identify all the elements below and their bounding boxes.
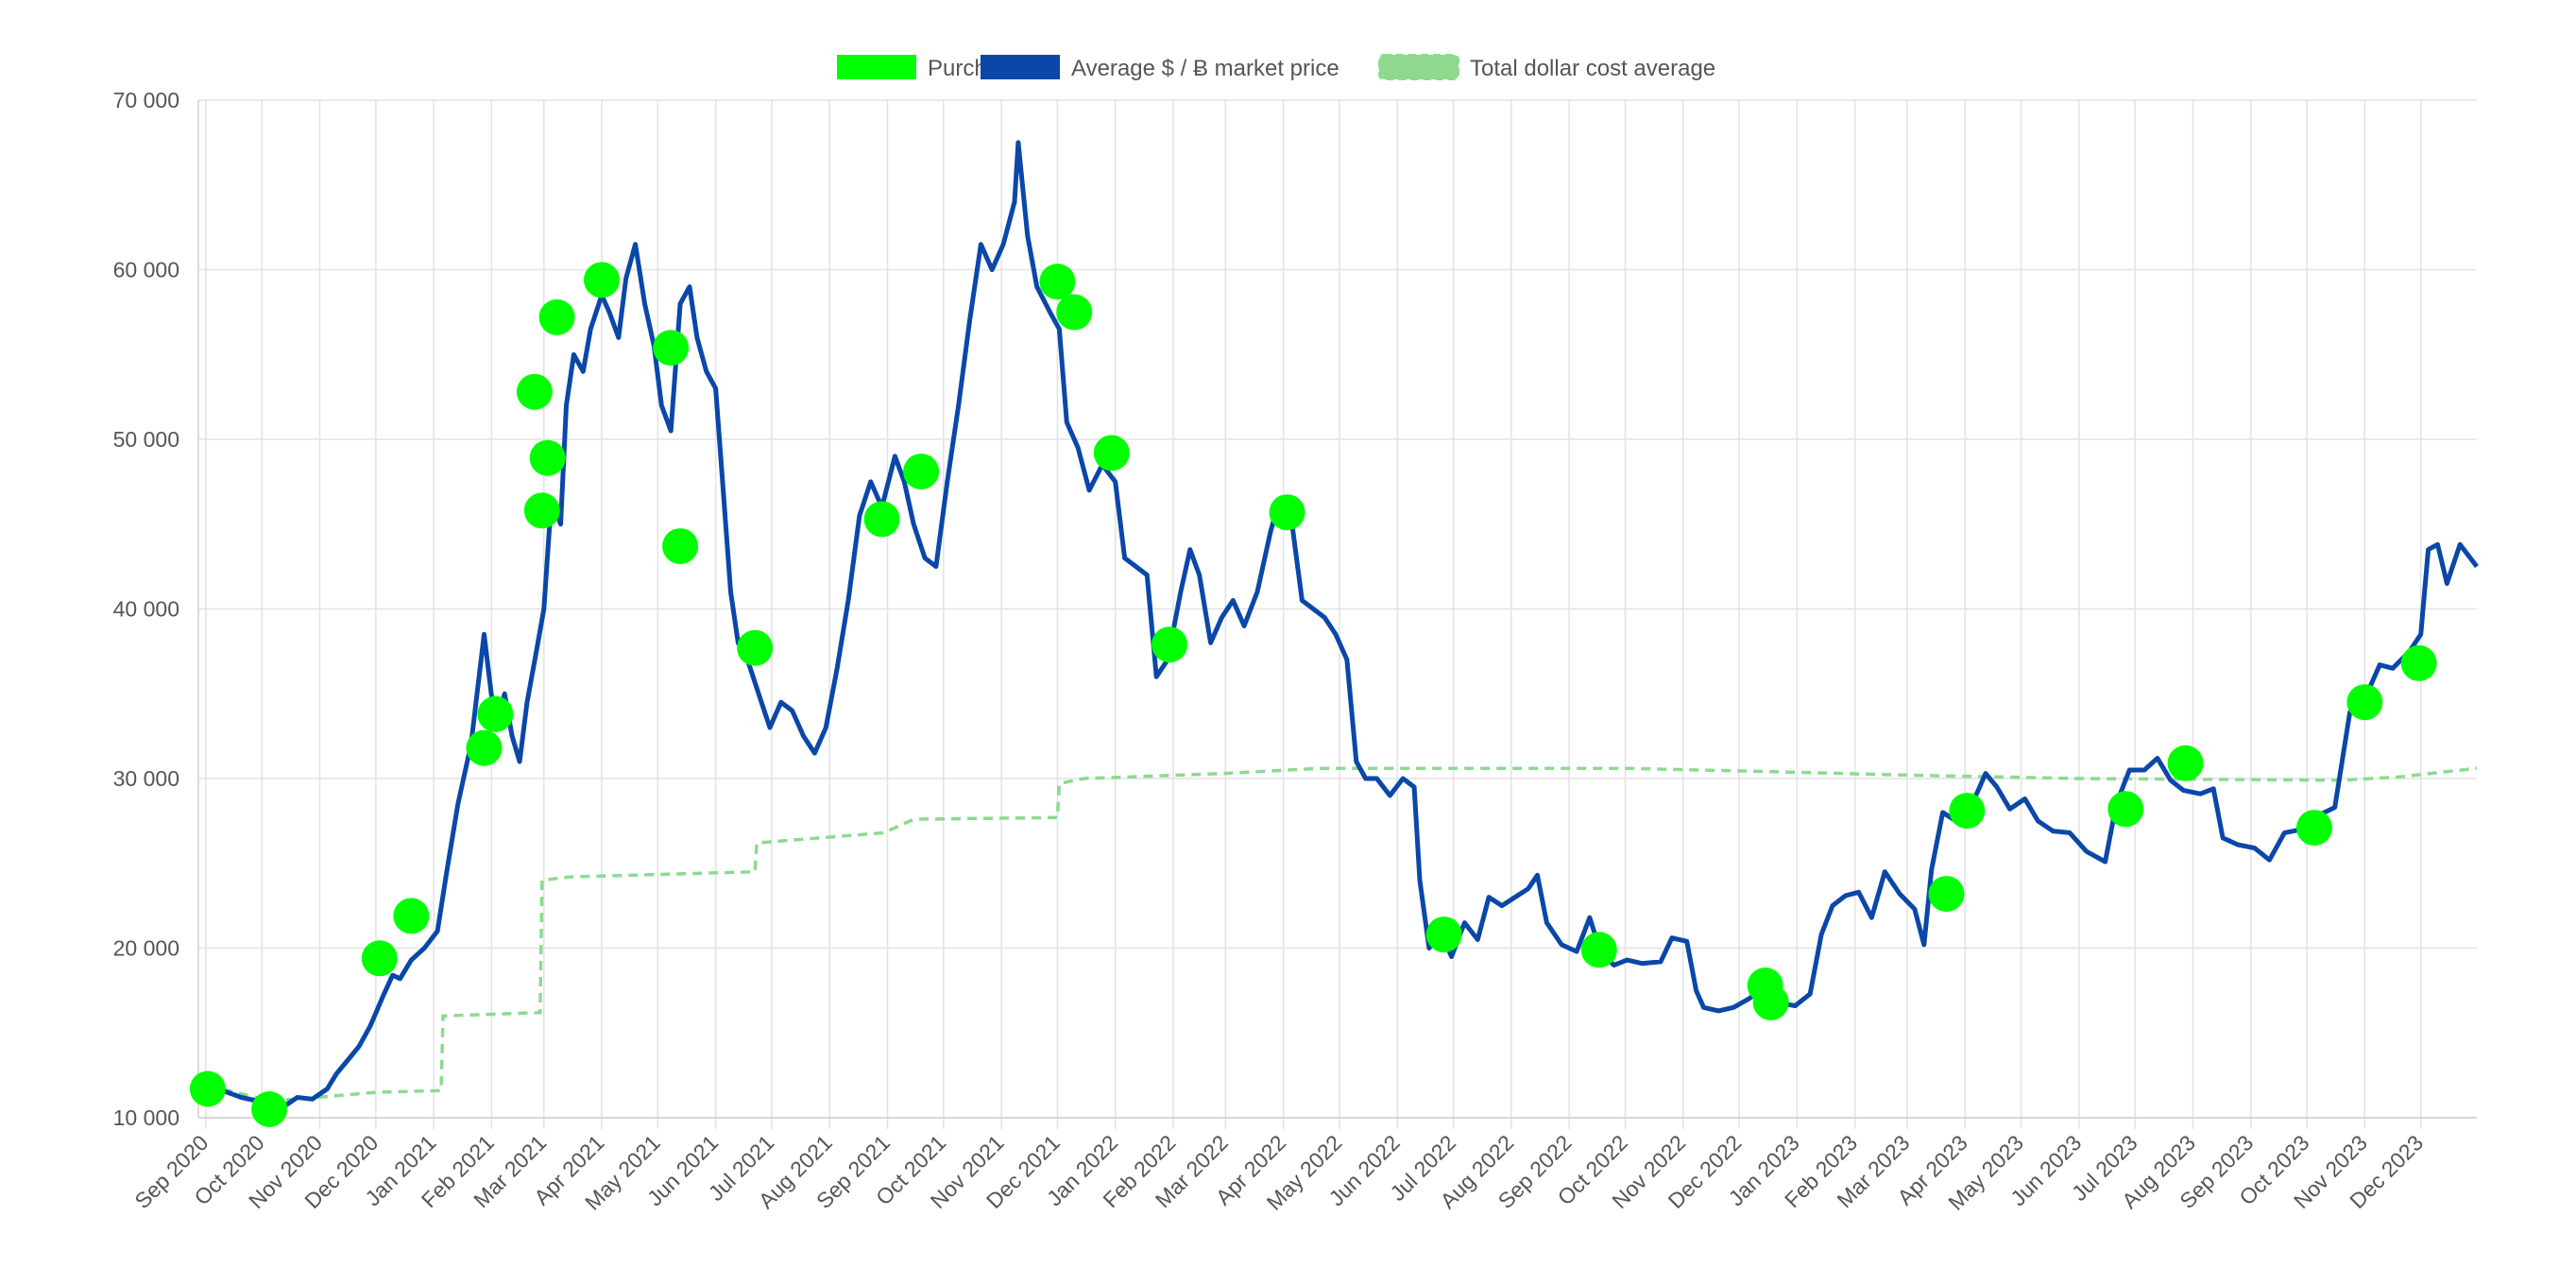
purchase-point [393, 898, 430, 934]
purchase-point [516, 373, 553, 410]
y-tick-label: 40 000 [113, 597, 179, 622]
purchase-point [1425, 916, 1462, 953]
purchases-series [189, 262, 2437, 1127]
purchase-point [584, 262, 620, 299]
purchase-point [1752, 984, 1789, 1020]
legend-swatch-dca [1378, 54, 1459, 80]
axes: 10 000 20 000 30 000 40 000 50 000 60 000 70 0… [113, 88, 2477, 1215]
purchase-point [477, 695, 514, 732]
dca-line [207, 766, 2478, 1103]
legend-swatch-purchases [837, 55, 916, 79]
purchase-point [1152, 626, 1188, 663]
purchase-point [251, 1091, 288, 1127]
purchase-point [737, 629, 774, 666]
purchase-point [1093, 435, 1130, 471]
y-tick-label: 30 000 [113, 766, 179, 791]
purchase-point [2107, 791, 2144, 828]
purchase-point [466, 729, 503, 766]
purchase-point [662, 528, 699, 565]
purchase-point [523, 492, 560, 529]
purchase-point [189, 1070, 226, 1107]
purchase-point [538, 299, 575, 335]
purchase-point [1269, 494, 1305, 531]
legend-label: Average $ / Ƀ market price [1071, 56, 1339, 81]
grid [198, 99, 2477, 1129]
purchase-point [1580, 932, 1617, 968]
purchase-point [903, 454, 940, 490]
y-tick-label: 20 000 [113, 936, 179, 961]
purchase-point [529, 439, 566, 476]
purchase-point [863, 501, 900, 538]
purchase-point [2346, 684, 2383, 721]
purchase-point [361, 940, 398, 977]
legend: PurchasesAverage $ / Ƀ market priceTotal… [837, 54, 1715, 81]
y-tick-label: 10 000 [113, 1105, 179, 1130]
legend-swatch-price [981, 55, 1060, 79]
legend-item: Total dollar cost average [1378, 54, 1715, 81]
purchase-point [1949, 793, 1986, 830]
purchase-point [1056, 294, 1093, 331]
y-tick-label: 50 000 [113, 427, 179, 452]
purchase-point [2167, 745, 2204, 781]
legend-item: Average $ / Ƀ market price [981, 55, 1339, 81]
purchase-point [653, 330, 690, 367]
purchase-point [1928, 876, 1965, 913]
purchase-point [2400, 644, 2437, 681]
dca-series [207, 766, 2478, 1103]
purchase-point [1039, 264, 1076, 300]
y-tick-label: 70 000 [113, 88, 179, 112]
legend-label: Total dollar cost average [1470, 56, 1715, 81]
purchase-point [2296, 810, 2332, 847]
y-tick-label: 60 000 [113, 258, 179, 283]
